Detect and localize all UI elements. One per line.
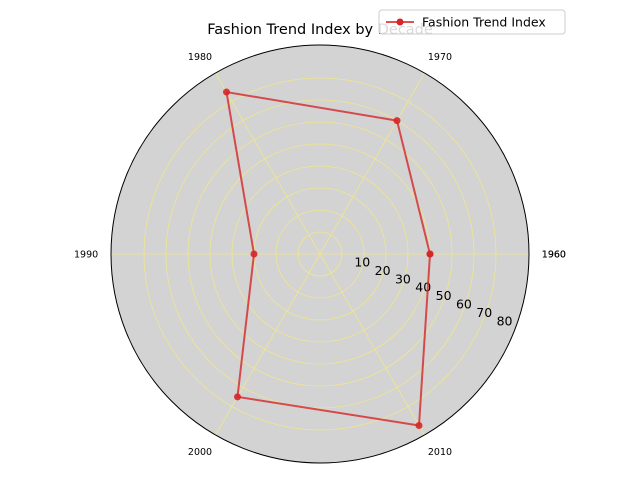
angular-gridline [215, 253, 321, 436]
data-point [415, 421, 423, 429]
radial-tick-label: 60 [456, 297, 472, 312]
radial-tick-label: 70 [476, 305, 492, 320]
plot-frame [110, 44, 530, 464]
radial-tick-label: 80 [497, 313, 513, 328]
angular-tick-label: 1960 [542, 250, 566, 261]
data-point [393, 117, 401, 125]
angular-gridline [319, 72, 425, 255]
angular-tick-label: 1990 [74, 250, 98, 261]
data-point [223, 88, 230, 96]
data-point [234, 393, 241, 401]
legend-box [378, 9, 566, 35]
chart-title: Fashion Trend Index by Decade [207, 22, 433, 38]
radial-tick-label: 10 [354, 254, 370, 269]
legend-marker-dot [396, 18, 404, 26]
angular-gridlines [111, 72, 529, 436]
series-layer [223, 88, 434, 429]
legend-label: Fashion Trend Index [422, 15, 546, 30]
angular-tick-label: 2010 [428, 447, 452, 458]
data-point [250, 250, 258, 258]
radial-tick-label: 50 [436, 288, 452, 303]
angular-tick-label: 1980 [188, 52, 212, 63]
legend: Fashion Trend Index [378, 9, 566, 35]
angular-tick-label: 2000 [188, 447, 212, 458]
angular-gridline [319, 253, 425, 436]
data-point [426, 250, 434, 258]
radial-tick-label: 30 [395, 271, 411, 286]
angular-tick-label: 1970 [428, 52, 452, 63]
radial-tick-label: 20 [375, 263, 391, 278]
angular-gridline [215, 72, 321, 255]
angular-tick-label: 1960 [542, 250, 566, 261]
